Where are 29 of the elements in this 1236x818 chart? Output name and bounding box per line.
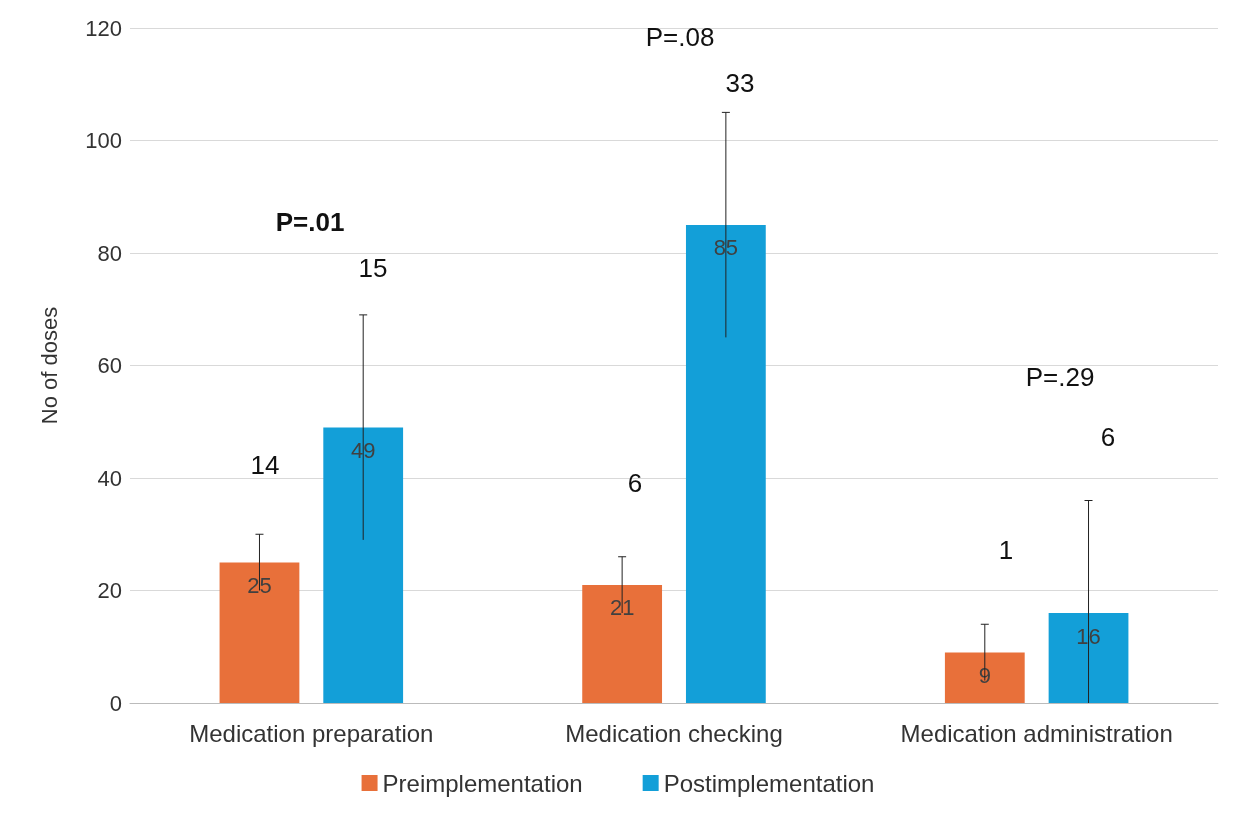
annotation: 1 [998, 535, 1014, 565]
annotation: 33 [725, 68, 755, 98]
annotation: P=.29 [1025, 362, 1095, 392]
bar [685, 224, 766, 703]
y-tick-label: 20 [97, 578, 122, 603]
y-tick-label: 0 [109, 690, 122, 716]
annotation: 15 [358, 253, 388, 283]
annotation: 6 [627, 468, 643, 498]
bar [582, 584, 663, 703]
bar [1048, 613, 1129, 703]
y-axis-title: No of doses [36, 306, 62, 425]
y-tick-label: 100 [85, 128, 122, 153]
x-tick-label: Medication checking [565, 719, 783, 747]
bar [323, 427, 404, 703]
legend-label: Postimplementation [663, 769, 875, 797]
annotation: 6 [1100, 422, 1116, 452]
annotation: P=.01 [275, 207, 345, 237]
y-tick-label: 40 [97, 465, 122, 491]
data-label: 9 [978, 662, 991, 688]
x-tick-label: Medication preparation [189, 719, 434, 747]
y-tick-label: 60 [97, 353, 122, 378]
annotation: P=.08 [645, 22, 715, 52]
y-tick-label: 80 [97, 240, 122, 266]
bar [944, 652, 1025, 703]
legend-label: Preimplementation [382, 769, 583, 797]
bar [219, 562, 300, 703]
annotation: 14 [250, 450, 280, 480]
y-tick-label: 120 [85, 15, 122, 41]
x-tick-label: Medication administration [900, 719, 1173, 747]
